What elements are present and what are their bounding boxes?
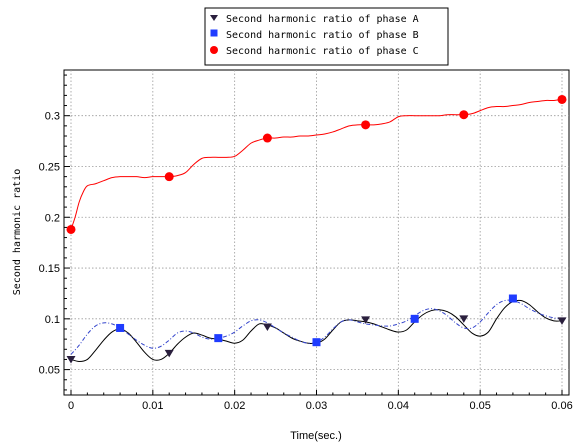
legend-entry-phase-c: Second harmonic ratio of phase C: [210, 46, 419, 57]
legend: Second harmonic ratio of phase A Second …: [204, 7, 449, 66]
data-point-phase-c: [557, 94, 567, 104]
x-tick-label: 0.02: [224, 400, 245, 412]
data-point-phase-b: [312, 338, 321, 347]
legend-box: [204, 7, 449, 66]
legend-marker-phase-b: [210, 29, 218, 37]
y-axis-label: Second harmonic ratio: [12, 169, 23, 295]
x-tick-label: 0: [68, 400, 74, 412]
legend-entry-phase-b: Second harmonic ratio of phase B: [210, 29, 419, 41]
data-point-phase-c: [262, 133, 272, 143]
y-tick-label: 0.05: [39, 365, 60, 377]
legend-label-phase-c: Second harmonic ratio of phase C: [226, 46, 419, 57]
x-axis-label: Time(sec.): [290, 430, 342, 442]
data-point-phase-b: [410, 314, 419, 323]
legend-label-phase-b: Second harmonic ratio of phase B: [226, 30, 419, 41]
series-line-phase-b: [70, 299, 563, 355]
data-point-phase-c: [164, 172, 174, 182]
axis-ticks: 0 0.01 0.02 0.03 0.04 0.05 0.06 0.05 0.1 0.15 0.2 0…: [39, 74, 573, 412]
legend-marker-phase-a: [210, 15, 218, 21]
y-tick-label: 0.3: [45, 111, 60, 123]
data-point-phase-b: [508, 294, 517, 303]
data-point-phase-b: [214, 334, 223, 343]
data-point-phase-a: [66, 355, 76, 364]
data-point-phase-b: [116, 323, 125, 332]
series-line-phase-c: [70, 98, 563, 230]
y-tick-label: 0.25: [39, 161, 60, 173]
y-tick-label: 0.15: [39, 263, 60, 275]
x-tick-label: 0.01: [142, 400, 163, 412]
data-point-phase-a: [459, 315, 469, 323]
grid: [64, 70, 569, 395]
data-point-phase-c: [459, 110, 469, 120]
data-point-phase-a: [361, 316, 371, 324]
data-point-phase-c: [361, 120, 371, 130]
legend-label-phase-a: Second harmonic ratio of phase A: [226, 14, 419, 25]
data-point-phase-a: [164, 349, 174, 358]
x-tick-label: 0.04: [388, 400, 409, 412]
data-point-phase-a: [262, 323, 272, 331]
y-tick-label: 0.2: [45, 212, 60, 224]
x-tick-label: 0.03: [306, 400, 327, 412]
data-point-phase-a: [557, 317, 567, 325]
series-markers: [66, 94, 567, 364]
x-tick-label: 0.06: [551, 400, 572, 412]
data-point-phase-c: [66, 224, 76, 234]
x-tick-label: 0.05: [469, 400, 490, 412]
legend-marker-phase-c: [210, 46, 218, 54]
legend-entry-phase-a: Second harmonic ratio of phase A: [210, 14, 419, 25]
y-tick-label: 0.1: [45, 314, 60, 326]
